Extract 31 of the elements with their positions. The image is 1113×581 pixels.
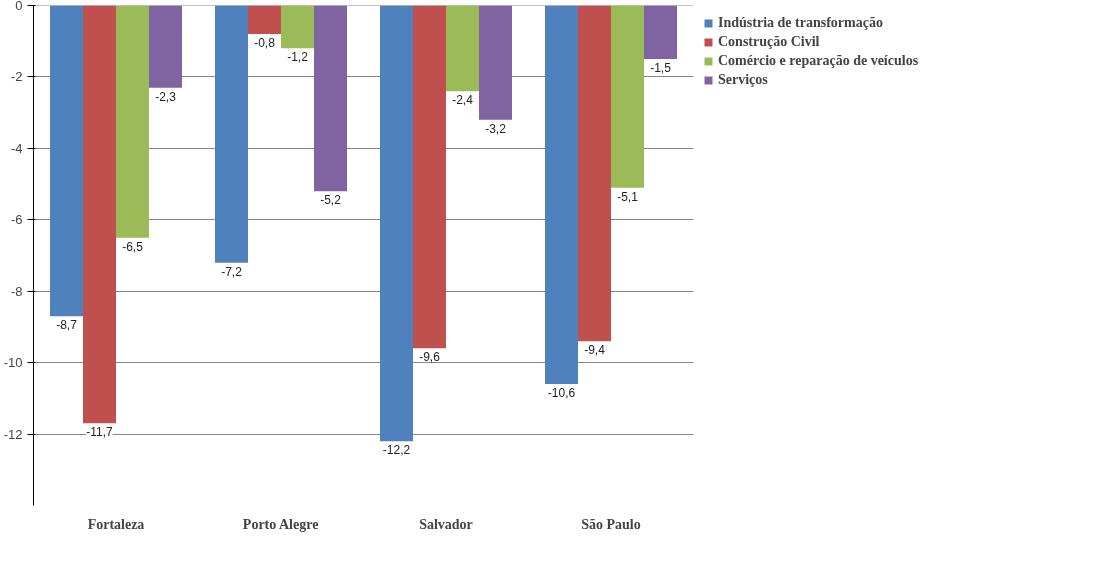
x-tick-label: Fortaleza — [87, 516, 145, 532]
data-label: -2,3 — [155, 89, 177, 104]
x-tick-label: São Paulo — [581, 516, 641, 532]
data-label: -1,5 — [650, 61, 672, 76]
data-label: -1,2 — [287, 50, 309, 65]
y-tick-label: 0 — [15, 0, 23, 13]
y-tick-label: -6 — [10, 212, 23, 228]
x-tick-label: Porto Alegre — [242, 516, 319, 532]
y-tick-label: -8 — [10, 283, 23, 299]
legend-label: Comércio e reparação de veículos — [718, 53, 919, 69]
x-tick-label: Salvador — [419, 516, 473, 532]
data-label: -5,2 — [320, 193, 342, 208]
legend-label: Construção Civil — [718, 34, 820, 50]
data-label: -2,4 — [452, 93, 474, 108]
data-label: -5,1 — [617, 189, 639, 204]
legend-label: Indústria de transformação — [718, 15, 883, 31]
y-tick-label: -2 — [10, 69, 23, 85]
data-label: -9,4 — [584, 343, 606, 358]
y-tick-label: -10 — [3, 355, 23, 371]
y-tick-label: -4 — [10, 140, 23, 156]
data-label: -12,2 — [382, 443, 411, 458]
data-label: -11,7 — [86, 425, 114, 440]
data-label: -8,7 — [56, 318, 78, 333]
data-label: -0,8 — [254, 36, 276, 51]
data-label: -3,2 — [485, 121, 507, 136]
y-tick-label: -12 — [3, 426, 23, 442]
data-label: -10,6 — [547, 386, 576, 401]
data-label: -6,5 — [122, 239, 144, 254]
data-label: -7,2 — [221, 264, 243, 279]
data-label: -9,6 — [419, 350, 441, 365]
legend-label: Serviços — [718, 72, 768, 88]
